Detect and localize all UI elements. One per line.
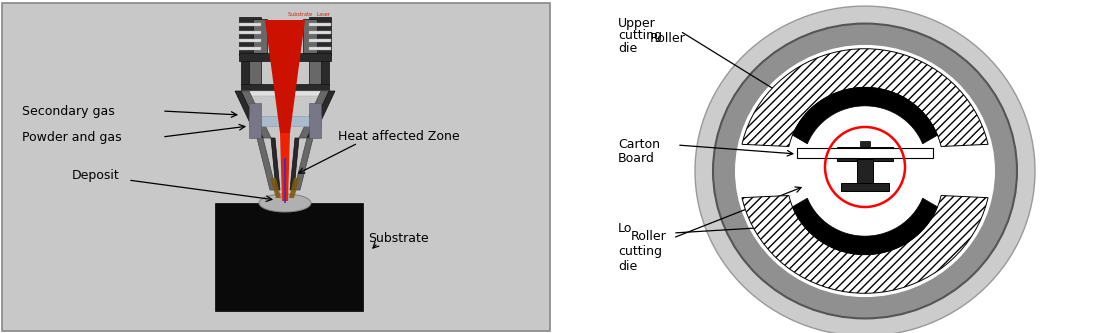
Bar [797,148,933,158]
Text: Deposit: Deposit [73,168,119,181]
Text: die: die [618,259,637,272]
Text: cutting: cutting [618,244,662,257]
Polygon shape [271,138,280,190]
Bar [304,19,317,53]
Polygon shape [241,91,271,138]
Ellipse shape [713,24,1017,318]
Bar [215,203,363,311]
Polygon shape [257,138,276,190]
Polygon shape [264,20,305,133]
Polygon shape [289,178,300,198]
Bar [249,116,321,126]
Ellipse shape [695,6,1035,333]
Text: Powder and gas: Powder and gas [22,131,122,144]
Polygon shape [280,133,290,201]
Bar [309,103,321,138]
Polygon shape [307,91,335,138]
Text: Secondary gas: Secondary gas [22,105,115,118]
Text: Roller: Roller [631,229,666,242]
Bar [246,61,261,85]
Ellipse shape [735,45,995,297]
Bar [860,141,870,147]
Bar [239,53,331,61]
Polygon shape [792,87,937,144]
Polygon shape [283,158,286,203]
Bar [239,39,261,42]
Polygon shape [294,138,312,190]
Bar [309,17,331,55]
Bar [841,183,889,191]
Bar [857,159,873,185]
Bar [860,150,870,158]
Polygon shape [270,178,281,198]
Bar [239,47,261,50]
Polygon shape [742,195,988,293]
Text: Carton: Carton [618,139,660,152]
Polygon shape [792,198,937,255]
Text: cutting: cutting [618,30,662,43]
Bar [241,61,249,85]
Bar [309,47,331,50]
Bar [239,23,261,26]
Polygon shape [299,91,329,138]
Polygon shape [235,91,263,138]
Text: die: die [618,43,637,56]
Bar [239,31,261,34]
Bar [309,23,331,26]
Bar [241,91,329,96]
Polygon shape [742,49,988,147]
Bar [249,103,261,138]
Bar [2,3,550,331]
Text: Lo: Lo [618,221,633,234]
Bar [309,61,325,85]
Bar [253,19,267,53]
Bar [239,17,261,55]
Ellipse shape [259,194,311,212]
Polygon shape [290,138,299,190]
Text: Roller: Roller [650,32,685,45]
Text: Upper: Upper [618,17,656,30]
Bar [241,84,329,91]
Bar [309,31,331,34]
Text: Substrate: Substrate [368,231,429,244]
Text: Substrate   Laser: Substrate Laser [288,12,330,17]
Bar [837,147,893,161]
Bar [321,61,329,85]
Text: Heat affected Zone: Heat affected Zone [338,131,460,144]
Text: Board: Board [618,152,655,165]
Bar [309,39,331,42]
